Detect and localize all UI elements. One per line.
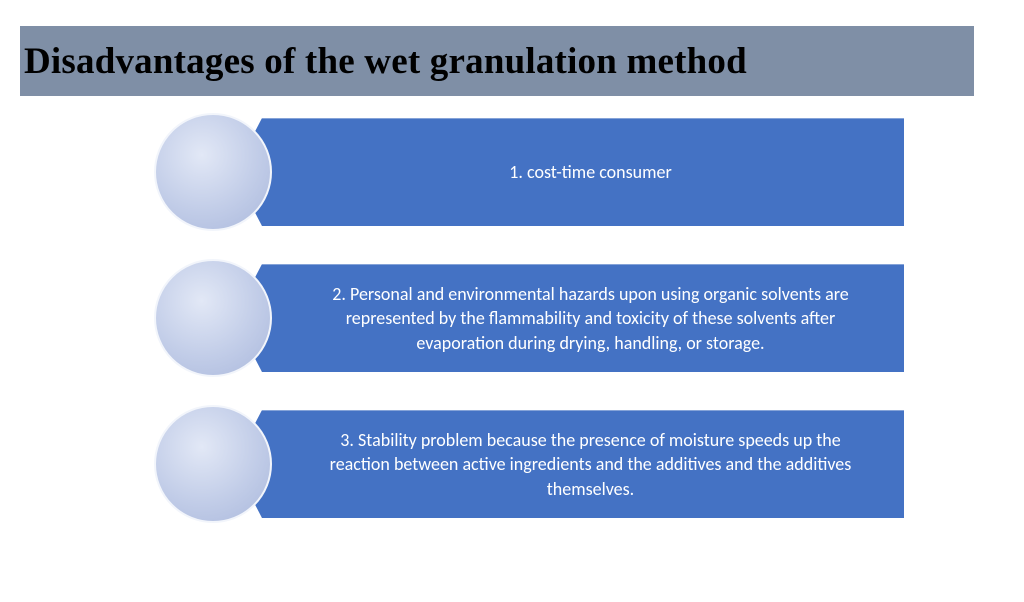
circle-icon (154, 113, 272, 231)
list-item: 2. Personal and environmental hazards up… (154, 256, 904, 380)
list-item: 3. Stability problem because the presenc… (154, 402, 904, 526)
item-text: 3. Stability problem because the presenc… (311, 428, 871, 501)
page-title: Disadvantages of the wet granulation met… (20, 40, 747, 83)
circle-icon (154, 259, 272, 377)
item-banner: 3. Stability problem because the presenc… (234, 410, 904, 518)
item-text: 1. cost-time consumer (509, 160, 671, 184)
title-bar: Disadvantages of the wet granulation met… (20, 26, 974, 96)
item-text: 2. Personal and environmental hazards up… (311, 282, 871, 355)
item-banner: 2. Personal and environmental hazards up… (234, 264, 904, 372)
list-item: 1. cost-time consumer (154, 110, 904, 234)
item-list: 1. cost-time consumer 2. Personal and en… (154, 110, 904, 526)
item-banner: 1. cost-time consumer (234, 118, 904, 226)
circle-icon (154, 405, 272, 523)
